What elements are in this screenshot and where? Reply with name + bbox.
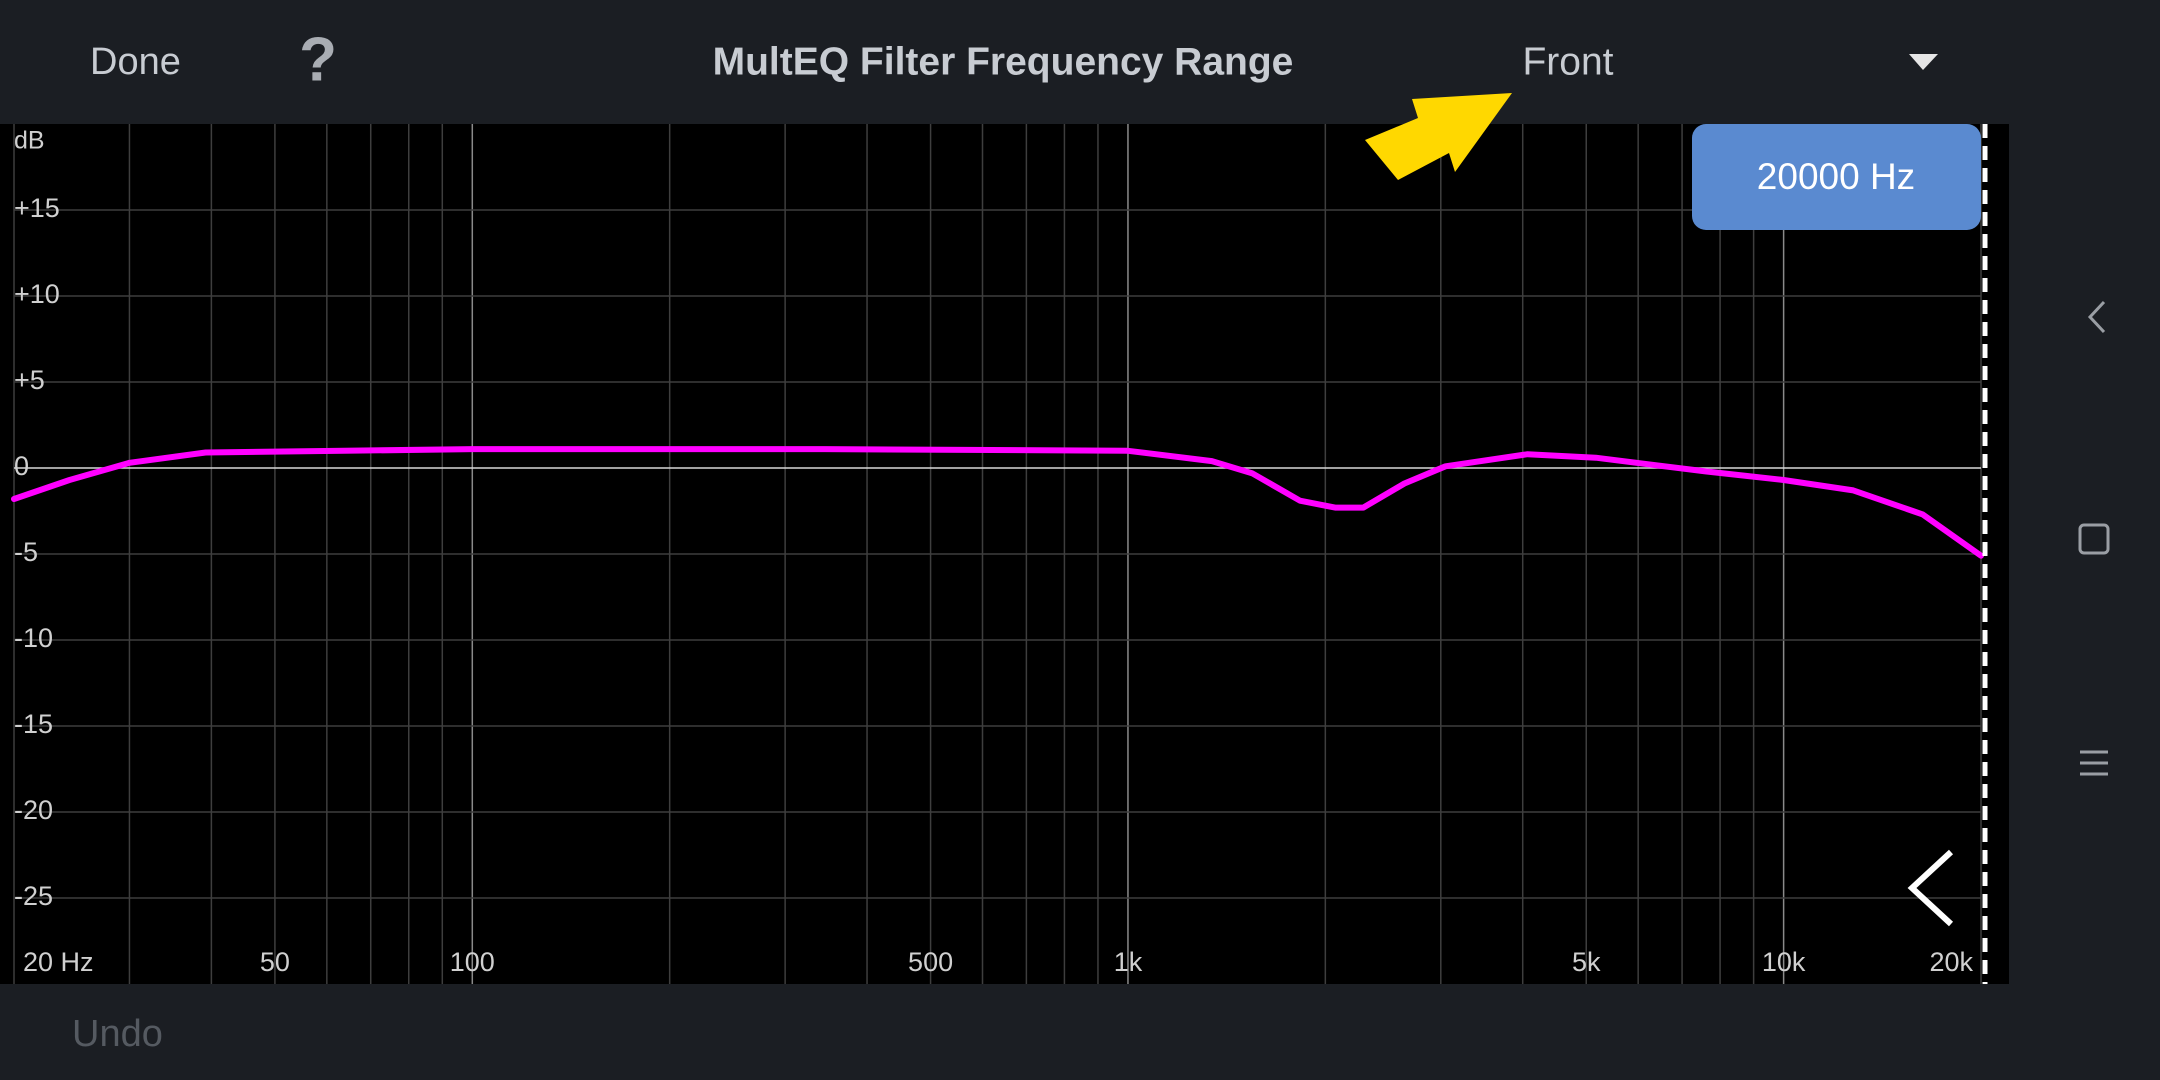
page-title: MultEQ Filter Frequency Range — [713, 40, 1294, 83]
annotation-arrow — [1365, 93, 1512, 180]
nav-bar — [2009, 0, 2160, 1080]
x-tick-label: 50 — [260, 947, 290, 977]
x-tick-label: 100 — [450, 947, 495, 977]
x-tick-label: 1k — [1114, 947, 1143, 977]
x-tick-label: 5k — [1572, 947, 1601, 977]
y-tick-label: -5 — [14, 537, 38, 567]
undo-button[interactable]: Undo — [72, 1013, 163, 1055]
dropdown-arrow[interactable] — [1909, 54, 1938, 70]
x-tick-label: 20 Hz — [23, 947, 94, 977]
x-tick-label: 20k — [1929, 947, 1973, 977]
y-tick-label: 0 — [14, 451, 29, 481]
y-axis-label: dB — [14, 127, 45, 155]
back-chevron[interactable] — [1907, 849, 1954, 927]
y-tick-label: +5 — [14, 365, 45, 395]
footer-bar — [0, 984, 2009, 1080]
y-tick-label: +10 — [14, 279, 60, 309]
frequency-badge — [1692, 124, 1981, 230]
help-button[interactable]: ? — [299, 25, 337, 94]
done-button[interactable]: Done — [90, 41, 181, 83]
y-tick-label: -15 — [14, 709, 53, 739]
y-tick-label: +15 — [14, 193, 60, 223]
y-tick-label: -20 — [14, 795, 53, 825]
plot: 20 Hz 50 100 500 1k 5k 10k 20k +15 +10 +5 0 -5 -10 -15… — [11, 124, 1984, 984]
frequency-badge-label: 20000 Hz — [1757, 156, 1915, 197]
nav-home[interactable] — [2078, 523, 2110, 555]
channel-selector[interactable]: Front — [1522, 40, 1613, 83]
nav-back[interactable] — [2087, 300, 2106, 334]
y-tick-label: -10 — [14, 623, 53, 653]
nav-recents[interactable] — [2080, 750, 2108, 776]
response-curve — [11, 446, 1984, 559]
x-tick-label: 500 — [908, 947, 953, 977]
y-tick-label: -25 — [14, 881, 53, 911]
header-bar — [0, 0, 2009, 124]
x-tick-label: 10k — [1762, 947, 1806, 977]
